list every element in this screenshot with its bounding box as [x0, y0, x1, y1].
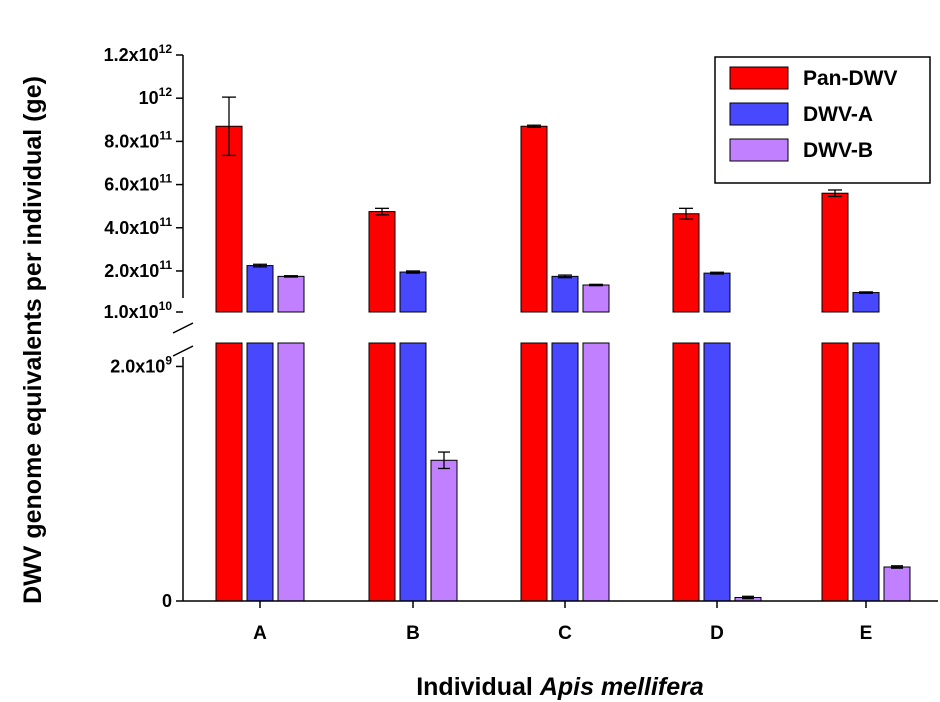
bar-dwv-a-d-error-bar — [710, 271, 724, 275]
bar-dwv-b-c-upper-segment — [582, 284, 610, 313]
bar-pan-dwv-d-upper-segment — [672, 213, 700, 313]
bar-dwv-a-e-lower-segment — [852, 342, 880, 602]
bar-dwv-b-d-error-bar — [742, 595, 754, 600]
bar-dwv-a-e-upper-segment — [852, 292, 880, 313]
bar-pan-dwv-d-error-bar — [679, 207, 693, 220]
bar-dwv-b-b-error-bar — [438, 451, 450, 470]
axis-break-mark — [172, 345, 194, 357]
bar-dwv-b-c-error-bar — [589, 283, 603, 287]
x-tick-label-c: C — [558, 623, 572, 644]
legend-swatch-1 — [729, 102, 789, 126]
legend-label-1: DWV-A — [803, 103, 873, 126]
y-tick-label-upper-5: 1012 — [139, 85, 173, 108]
legend-label-0: Pan-DWV — [803, 67, 898, 90]
axis-break-mark — [172, 322, 194, 334]
x-tick-label-e: E — [860, 623, 873, 644]
y-tick-label-upper-0: 1.0x1010 — [104, 299, 173, 322]
x-tick-label-b: B — [406, 623, 420, 644]
bar-dwv-b-a-lower-segment — [277, 342, 305, 602]
y-tick-label-upper-4: 8.0x1011 — [104, 128, 172, 151]
bar-pan-dwv-a-lower-segment — [215, 342, 243, 602]
bar-dwv-a-c-lower-segment — [551, 342, 579, 602]
bar-dwv-b-c-lower-segment — [582, 342, 610, 602]
legend: Pan-DWV DWV-A DWV-B — [714, 56, 931, 184]
bar-dwv-a-a-upper-segment — [246, 265, 274, 313]
bar-pan-dwv-c-upper-segment — [520, 125, 548, 313]
y-tick-label-upper-2: 4.0x1011 — [104, 215, 172, 238]
bar-pan-dwv-e-error-bar — [828, 189, 842, 198]
bar-dwv-b-e-error-bar — [891, 565, 903, 569]
bar-dwv-a-b-error-bar — [406, 270, 420, 274]
y-tick-label-lower-1: 2.0x109 — [110, 353, 172, 376]
x-axis-label: Individual Apis mellifera — [416, 673, 704, 701]
y-tick-label-upper-3: 6.0x1011 — [104, 172, 172, 195]
bar-pan-dwv-a-upper-segment — [215, 125, 243, 313]
bar-pan-dwv-b-upper-segment — [368, 211, 396, 313]
legend-swatch-0 — [729, 66, 789, 90]
y-tick-label-lower-0: 0 — [162, 591, 172, 611]
bar-dwv-a-d-upper-segment — [703, 272, 731, 313]
x-tick-label-d: D — [710, 623, 724, 644]
legend-label-2: DWV-B — [803, 139, 873, 162]
bar-dwv-a-a-error-bar — [253, 263, 267, 268]
bar-dwv-b-b — [430, 459, 458, 602]
y-axis-label: DWV genome equivalents per individual (g… — [19, 76, 47, 604]
y-tick-label-upper-1: 2.0x1011 — [104, 258, 172, 281]
bar-pan-dwv-e-upper-segment — [821, 192, 849, 313]
bar-dwv-b-a-error-bar — [284, 275, 298, 278]
bar-dwv-b-e — [883, 566, 911, 602]
bar-dwv-a-c-error-bar — [558, 274, 572, 279]
bar-dwv-a-a-lower-segment — [246, 342, 274, 602]
x-tick-label-a: A — [253, 623, 267, 644]
bar-pan-dwv-b-error-bar — [375, 207, 389, 216]
y-tick-label-upper-6: 1.2x1012 — [104, 42, 173, 65]
bar-dwv-b-a-upper-segment — [277, 275, 305, 313]
bar-pan-dwv-e-lower-segment — [821, 342, 849, 602]
bar-pan-dwv-c-error-bar — [527, 124, 541, 128]
bar-pan-dwv-d-lower-segment — [672, 342, 700, 602]
bar-dwv-a-b-upper-segment — [399, 271, 427, 313]
bar-pan-dwv-b-lower-segment — [368, 342, 396, 602]
legend-swatch-2 — [729, 138, 789, 162]
bar-dwv-a-d-lower-segment — [703, 342, 731, 602]
bar-dwv-a-e-error-bar — [859, 291, 873, 294]
bar-pan-dwv-a-error-bar — [222, 96, 236, 157]
bar-pan-dwv-c-lower-segment — [520, 342, 548, 602]
bar-dwv-a-c-upper-segment — [551, 275, 579, 313]
bar-dwv-a-b-lower-segment — [399, 342, 427, 602]
